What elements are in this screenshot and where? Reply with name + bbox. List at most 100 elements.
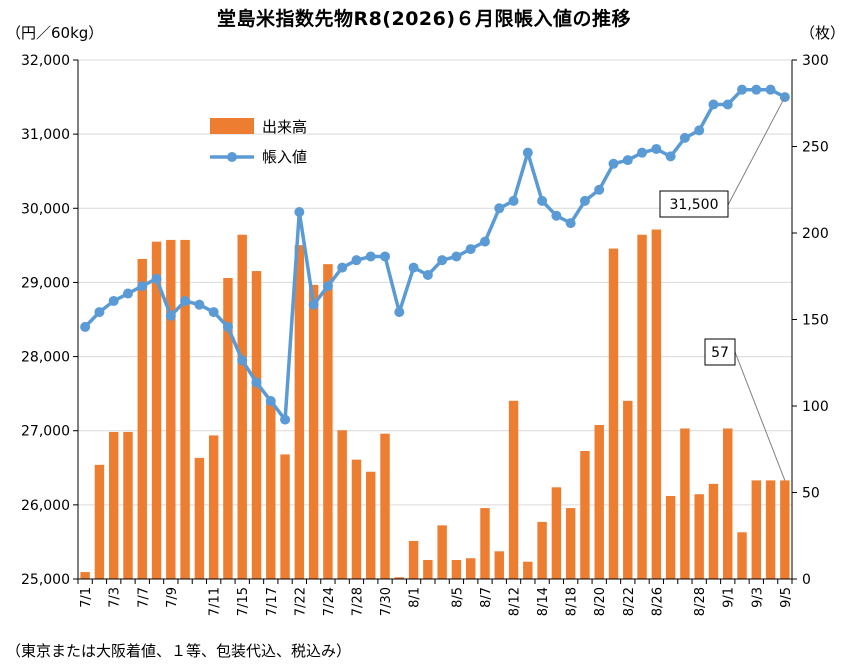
volume-bar [137, 258, 147, 579]
right-tick-label: 150 [802, 313, 829, 329]
x-tick-label: 7/7 [136, 587, 151, 608]
settlement-point [194, 299, 205, 310]
x-tick-label: 8/14 [536, 587, 551, 616]
settlement-point [594, 184, 605, 195]
volume-bar [408, 540, 419, 579]
volume-callout-leader [734, 351, 786, 481]
callouts: 31,500 57 [659, 96, 786, 481]
volume-bar [694, 494, 704, 579]
right-tick-label: 300 [802, 53, 829, 69]
settlement-point [380, 251, 391, 262]
right-axis-unit: （枚） [800, 24, 846, 42]
right-tick-label: 250 [802, 140, 829, 156]
settlement-point [408, 262, 419, 273]
volume-bar [380, 433, 390, 579]
legend-label-volume: 出来高 [262, 118, 307, 136]
volume-bar [266, 400, 276, 579]
settlement-point [165, 310, 176, 321]
settlement-point [451, 251, 462, 262]
volume-bar [108, 431, 119, 579]
price-callout-leader [727, 96, 786, 206]
volume-bar [80, 572, 90, 579]
settlement-point [180, 295, 191, 306]
left-tick-label: 30,000 [21, 201, 70, 217]
x-tick-label: 7/15 [236, 587, 251, 616]
settlement-point [622, 155, 633, 166]
x-tick-label: 8/18 [565, 587, 580, 616]
x-tick-label: 7/30 [379, 587, 394, 616]
volume-bar [523, 561, 533, 579]
legend-swatch-volume [210, 118, 254, 134]
x-tick-label: 8/28 [693, 587, 708, 616]
x-tick-label: 7/28 [350, 587, 365, 616]
right-tick-label: 0 [802, 572, 811, 588]
settlement-point [208, 307, 219, 318]
volume-bar [594, 425, 604, 579]
volume-bar [780, 480, 790, 579]
volume-bar [665, 495, 676, 579]
volume-bar [394, 577, 405, 579]
settlement-point [537, 195, 548, 206]
settlement-point [479, 236, 490, 247]
settlement-point [251, 377, 262, 388]
left-axis-unit: （円／60kg） [6, 24, 104, 42]
volume-bar [451, 559, 462, 579]
volume-bar [465, 558, 476, 579]
settlement-point [694, 125, 705, 136]
volume-bar [723, 428, 733, 579]
volume-bar [223, 277, 233, 579]
volume-bar [351, 459, 362, 579]
chart-title: 堂島米指数先物R8(2026)６月限帳入値の推移 [216, 8, 632, 30]
volume-callout-box [704, 338, 736, 366]
settlement-point [565, 218, 576, 229]
volume-bar [423, 559, 433, 579]
settlement-point [665, 151, 676, 162]
settlement-point [265, 396, 276, 407]
x-tick-label: 7/22 [293, 587, 308, 616]
x-tick-label: 7/1 [79, 587, 94, 608]
settlement-point [765, 84, 776, 95]
volume-bars [80, 229, 790, 580]
x-tick-label: 8/20 [593, 587, 608, 616]
settlement-point [637, 147, 648, 158]
left-tick-label: 28,000 [21, 350, 70, 366]
volume-bar [565, 508, 576, 579]
volume-bar [123, 431, 133, 579]
settlement-point [351, 255, 362, 266]
volume-bar [194, 457, 205, 579]
settlement-point [337, 262, 348, 273]
volume-bar [551, 487, 562, 579]
volume-bar [537, 521, 547, 579]
settlement-point [751, 84, 762, 95]
settlement-point [137, 281, 148, 292]
settlement-point [737, 84, 748, 95]
settlement-point [608, 158, 619, 169]
settlement-point [237, 355, 248, 366]
settlement-point [94, 307, 105, 318]
left-tick-label: 25,000 [21, 572, 70, 588]
left-tick-label: 32,000 [21, 53, 70, 69]
volume-bar [494, 551, 504, 579]
volume-bar [237, 234, 247, 580]
settlement-point [280, 414, 291, 425]
x-tick-label: 7/24 [322, 587, 337, 616]
settlement-point [651, 143, 662, 154]
settlement-point [151, 273, 162, 284]
volume-bar [166, 239, 176, 580]
settlement-point [465, 244, 476, 255]
right-tick-label: 100 [802, 399, 829, 415]
right-tick-label: 50 [802, 486, 820, 502]
settlement-point [551, 210, 562, 221]
volume-bar [323, 264, 333, 579]
settlement-line-path [83, 87, 786, 422]
x-tick-label: 9/5 [779, 587, 794, 608]
left-tick-label: 26,000 [21, 498, 70, 514]
volume-bar [765, 480, 776, 579]
settlement-point [422, 270, 433, 281]
left-tick-label: 27,000 [21, 424, 70, 440]
volume-bar [180, 239, 190, 580]
volume-bar [751, 480, 762, 579]
volume-bar [151, 241, 162, 579]
